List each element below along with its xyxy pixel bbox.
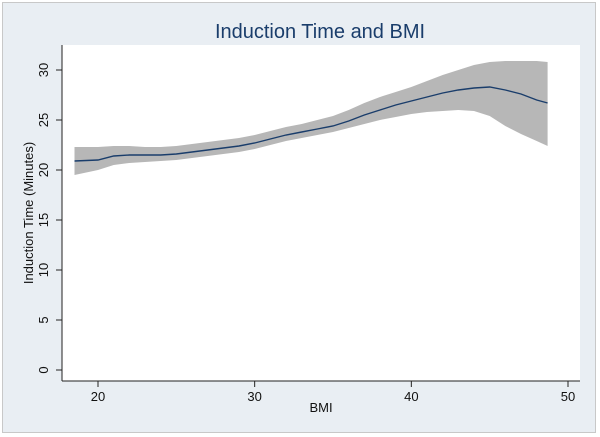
y-tick-label: 25 bbox=[36, 113, 51, 127]
y-axis-label: Induction Time (Minutes) bbox=[21, 142, 36, 284]
y-tick-label: 0 bbox=[36, 366, 51, 373]
y-tick-label: 20 bbox=[36, 163, 51, 177]
chart-title: Induction Time and BMI bbox=[215, 21, 425, 43]
x-tick-label: 40 bbox=[404, 389, 418, 404]
y-tick-label: 10 bbox=[36, 263, 51, 277]
fit-line bbox=[74, 86, 548, 162]
y-ticks: 0 5 10 15 20 25 30 bbox=[36, 63, 62, 374]
confidence-band bbox=[74, 61, 548, 175]
x-tick-label: 30 bbox=[247, 389, 261, 404]
x-tick-label: 20 bbox=[91, 389, 105, 404]
y-tick-label: 5 bbox=[36, 316, 51, 323]
x-ticks: 20 30 40 50 bbox=[91, 381, 575, 404]
x-tick-label: 50 bbox=[561, 389, 575, 404]
x-axis-label: BMI bbox=[309, 400, 332, 415]
y-tick-label: 30 bbox=[36, 63, 51, 77]
y-tick-label: 15 bbox=[36, 213, 51, 227]
